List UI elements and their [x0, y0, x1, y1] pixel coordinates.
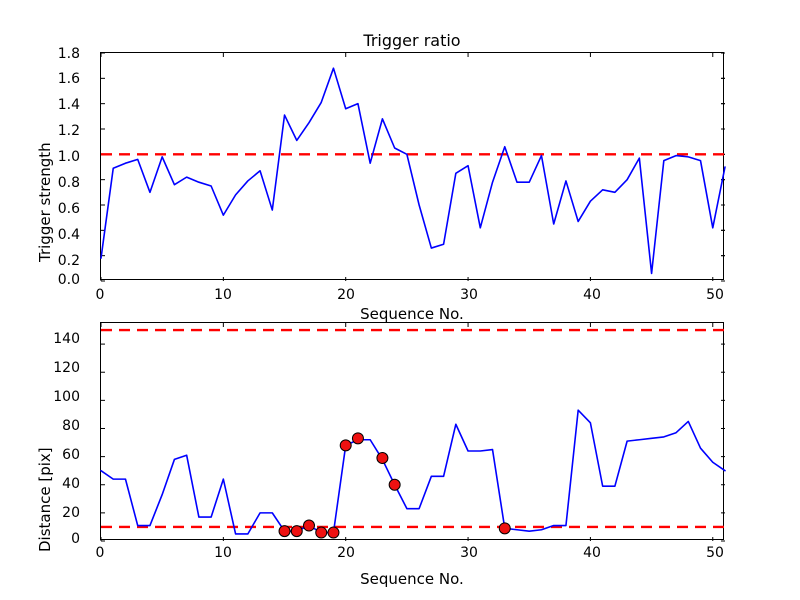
- y-tick-label: 120: [53, 360, 80, 376]
- data-point-marker[interactable]: [290, 525, 303, 538]
- distance-plot: [100, 323, 726, 542]
- data-point-marker[interactable]: [376, 452, 389, 465]
- plot-area-distance: [100, 322, 726, 542]
- y-tick-label: 0.0: [57, 272, 80, 288]
- y-tick-label: 100: [53, 389, 80, 405]
- data-point-marker[interactable]: [327, 526, 340, 539]
- y-tick-label: 80: [62, 418, 80, 434]
- x-tick-label: 20: [337, 287, 355, 303]
- y-tick-label: 0.6: [57, 201, 80, 217]
- data-point-marker[interactable]: [388, 478, 401, 491]
- x-tick-label: 50: [706, 545, 724, 561]
- data-point-marker[interactable]: [303, 519, 315, 532]
- x-tick-label: 10: [214, 287, 232, 303]
- x-tick-label: 10: [214, 545, 232, 561]
- data-series-line: [100, 67, 726, 275]
- y-tick-label: 1.2: [57, 123, 80, 139]
- y-tick-label: 1.4: [57, 97, 80, 113]
- panel-trigger-ratio: Trigger ratio Trigger strength 1.8 1.6 1…: [36, 31, 726, 322]
- panel-distance: Distance [pix] 140 120 100 80 60 40 20 0…: [0, 300, 800, 600]
- x-axis-label-sequence-no-top: Sequence No.: [360, 305, 464, 323]
- plot-area-trigger-ratio: [100, 52, 726, 282]
- y-tick-label: 0.8: [57, 175, 80, 191]
- y-tick-label: 1.0: [57, 149, 80, 165]
- x-tick-label: 0: [95, 287, 105, 303]
- y-tick-label: 20: [62, 505, 80, 521]
- y-tick-label: 0.4: [57, 227, 80, 243]
- x-tick-label: 30: [460, 545, 478, 561]
- data-point-marker[interactable]: [351, 432, 364, 445]
- data-point-marker[interactable]: [278, 525, 291, 538]
- y-tick-label: 40: [62, 476, 80, 492]
- y-tick-label: 60: [62, 447, 80, 463]
- y-tick-label: 0.2: [57, 253, 80, 269]
- x-axis-label-sequence-no-bottom: Sequence No.: [360, 570, 464, 588]
- x-tick-label: 40: [583, 287, 601, 303]
- trigger-ratio-plot: [100, 52, 726, 282]
- x-tick-label: 30: [460, 287, 478, 303]
- data-point-marker[interactable]: [315, 526, 328, 539]
- y-tick-label: 1.6: [57, 71, 80, 87]
- y-tick-label: 140: [53, 331, 80, 347]
- y-tick-label: 1.8: [57, 46, 80, 62]
- data-series-line: [100, 409, 726, 535]
- y-tick-label: 0: [71, 531, 80, 547]
- x-tick-label: 0: [95, 545, 105, 561]
- data-point-marker[interactable]: [339, 439, 352, 452]
- data-point-marker[interactable]: [498, 522, 511, 535]
- x-tick-label: 40: [583, 545, 601, 561]
- chart-title-trigger-ratio: Trigger ratio: [363, 31, 461, 50]
- x-tick-label: 20: [337, 545, 355, 561]
- x-tick-label: 50: [706, 287, 724, 303]
